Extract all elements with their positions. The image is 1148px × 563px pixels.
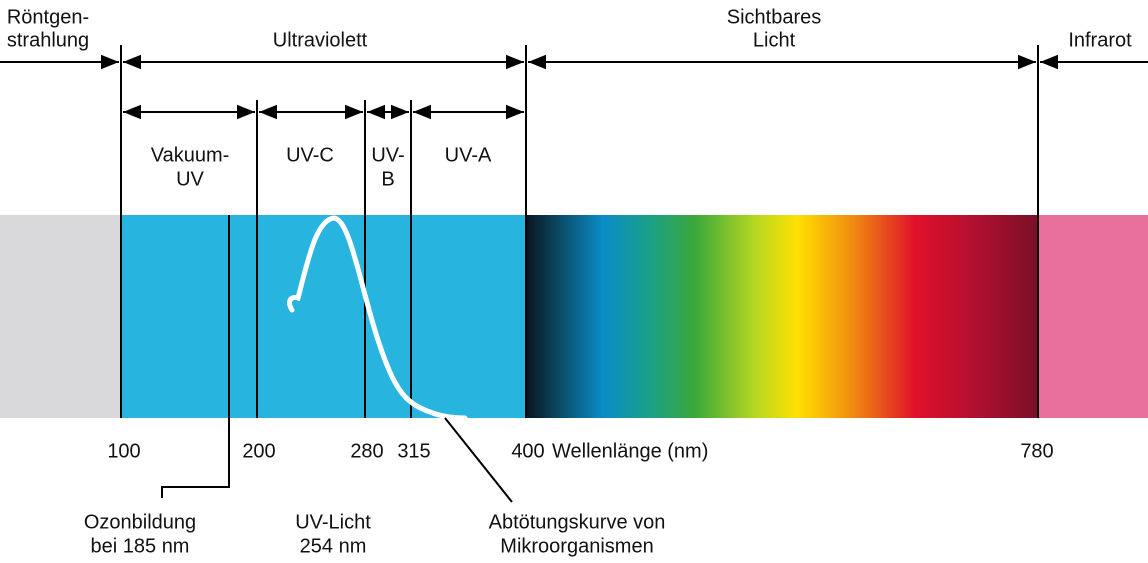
region-label: Röntgen- [7, 6, 89, 28]
region-label: Infrarot [1068, 29, 1132, 51]
annotation: Abtötungskurve von [489, 511, 666, 533]
axis-label: Wellenlänge (nm) [552, 440, 708, 462]
band-label: UV [176, 168, 204, 190]
region-label: Ultraviolett [273, 29, 368, 51]
annotation: bei 185 nm [91, 535, 190, 557]
axis-ticks: 100 200 280 315 400 780 [107, 440, 1053, 462]
tick-label: 280 [350, 440, 383, 462]
spectrum-band [0, 215, 1148, 418]
tick-label: 200 [242, 440, 275, 462]
band-labels: Vakuum- UV UV-C UV- B UV-A [151, 144, 492, 190]
annotation: Ozonbildung [84, 511, 196, 533]
annotation: 254 nm [300, 535, 367, 557]
curve-pointer [444, 417, 513, 503]
xray-zone [0, 215, 121, 418]
band-label: UV-A [445, 144, 492, 166]
uv-zone [121, 215, 526, 418]
annotation: UV-Licht [295, 511, 371, 533]
tick-label: 780 [1020, 440, 1053, 462]
region-label: strahlung [7, 29, 89, 51]
region-label: Sichtbares [727, 6, 822, 28]
tick-label: 400 [511, 440, 544, 462]
region-labels: Röntgen- strahlung Ultraviolett Sichtbar… [7, 6, 1132, 51]
annotations: Ozonbildung bei 185 nm UV-Licht 254 nm A… [84, 511, 666, 557]
infrared-zone [1038, 215, 1148, 418]
tick-label: 315 [397, 440, 430, 462]
band-label: B [381, 168, 394, 190]
kill-curve [287, 215, 468, 421]
band-label: Vakuum- [151, 144, 230, 166]
divider-lines [120, 45, 1039, 418]
ozone-pointer [161, 215, 230, 498]
tick-label: 100 [107, 440, 140, 462]
visible-zone [526, 215, 1038, 418]
region-label: Licht [753, 29, 796, 51]
band-label: UV-C [286, 144, 334, 166]
annotation: Mikroorganismen [500, 535, 653, 557]
range-arrows [0, 54, 1148, 120]
band-label: UV- [371, 144, 404, 166]
